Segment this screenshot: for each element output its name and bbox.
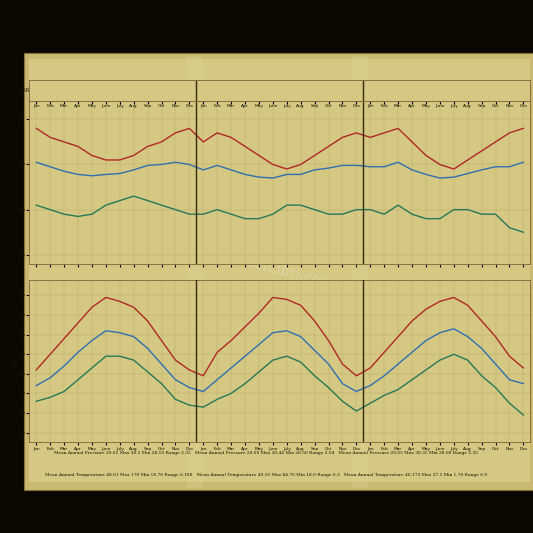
Text: THER.: THER.	[13, 352, 19, 370]
Text: 1808: 1808	[269, 125, 290, 133]
Bar	[29, 59, 530, 482]
Bar	[187, 56, 203, 488]
Text: 1807: 1807	[102, 125, 124, 133]
Text: Mean Annual Pressure 29.61 Max 30.5 Min 28.10 Range 2.35   Mean Annual Pressure : Mean Annual Pressure 29.61 Max 30.5 Min …	[54, 451, 479, 455]
Text: BAR.: BAR.	[13, 175, 19, 190]
Bar	[352, 56, 368, 488]
Text: 1809: 1809	[436, 125, 457, 133]
Text: BAR: BAR	[19, 88, 29, 93]
Text: HistoricalLibri.com: HistoricalLibri.com	[198, 242, 335, 291]
Text: METEOROLOGICAL DIAGRAMS of the PRESSURE and TEMPERATURE in the YEARS 1807, 1808,: METEOROLOGICAL DIAGRAMS of the PRESSURE …	[72, 88, 461, 96]
Text: Exhibiting the MONTHLY MEANS and EXTREMES deduced from diurnal observations made: Exhibiting the MONTHLY MEANS and EXTREME…	[98, 105, 435, 110]
Bar	[24, 53, 533, 490]
Text: Mean Annual Temperature 48.61 Max 170 Min 18.70 Range 6.180   Mean Annual Temper: Mean Annual Temperature 48.61 Max 170 Mi…	[45, 473, 488, 477]
